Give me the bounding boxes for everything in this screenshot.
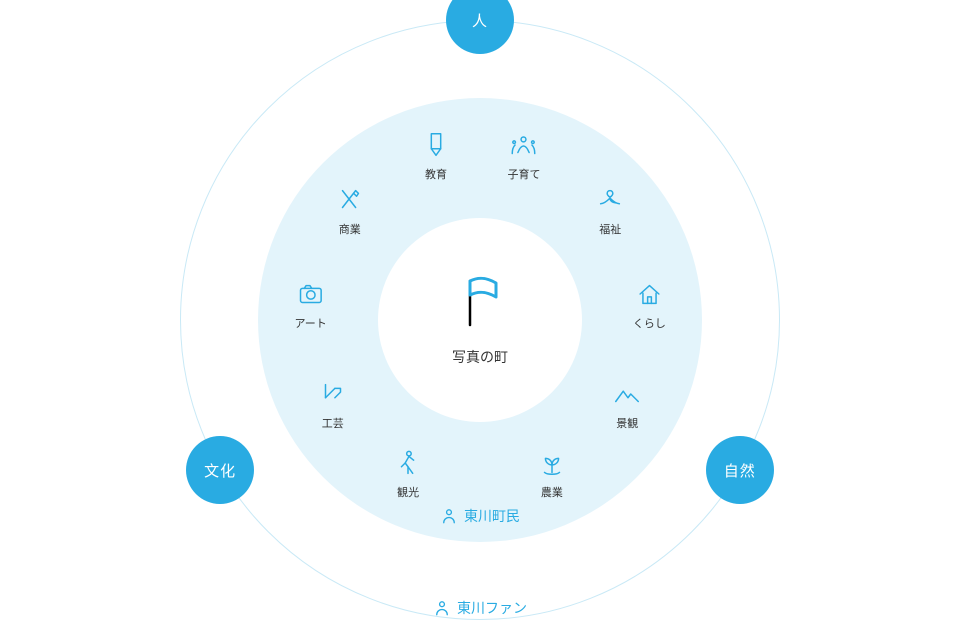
category-craft: 工芸 — [318, 379, 348, 431]
pillar-label: 人 — [472, 10, 488, 31]
sprout-icon — [537, 448, 567, 478]
pillar-label: 文化 — [204, 460, 236, 481]
pillar-1: 文化 — [186, 436, 254, 504]
category-mountain: 景観 — [612, 379, 642, 431]
person-icon — [433, 599, 451, 617]
category-family: 子育て — [507, 130, 540, 182]
house-icon — [634, 279, 664, 309]
category-care: 福祉 — [595, 185, 625, 237]
category-walker: 観光 — [393, 448, 423, 500]
center-core: 写真の町 — [452, 273, 508, 367]
craft-icon — [318, 379, 348, 409]
category-label: くらし — [633, 315, 666, 331]
dining-icon — [335, 185, 365, 215]
category-label: 教育 — [425, 166, 447, 182]
flag-icon — [456, 273, 504, 329]
pencil-icon — [421, 130, 451, 160]
category-house: くらし — [633, 279, 666, 331]
outer-ring-label-text: 東川ファン — [457, 598, 527, 618]
mountain-icon — [612, 379, 642, 409]
category-label: 景観 — [616, 415, 638, 431]
category-label: 工芸 — [322, 415, 344, 431]
mid-ring-label-text: 東川町民 — [464, 506, 520, 526]
category-label: アート — [294, 315, 326, 331]
category-camera: アート — [294, 279, 326, 331]
category-label: 子育て — [507, 166, 540, 182]
radial-diagram: 写真の町 人文化 自然東川町民東川ファン 教育 子育て福祉くらし景観農業 観光 工芸 アート… — [160, 0, 800, 640]
family-icon — [509, 130, 539, 160]
center-label: 写真の町 — [452, 347, 508, 367]
mid-ring-label: 東川町民 — [440, 506, 520, 526]
category-label: 商業 — [339, 221, 361, 237]
category-sprout: 農業 — [537, 448, 567, 500]
category-pencil: 教育 — [421, 130, 451, 182]
person-icon — [440, 507, 458, 525]
category-label: 観光 — [397, 484, 419, 500]
category-dining: 商業 — [335, 185, 365, 237]
pillar-label: 自然 — [724, 460, 756, 481]
pillar-2: 自然 — [706, 436, 774, 504]
camera-icon — [296, 279, 326, 309]
category-label: 農業 — [541, 484, 563, 500]
walker-icon — [393, 448, 423, 478]
category-label: 福祉 — [599, 221, 621, 237]
outer-ring-label: 東川ファン — [433, 598, 527, 618]
care-icon — [595, 185, 625, 215]
